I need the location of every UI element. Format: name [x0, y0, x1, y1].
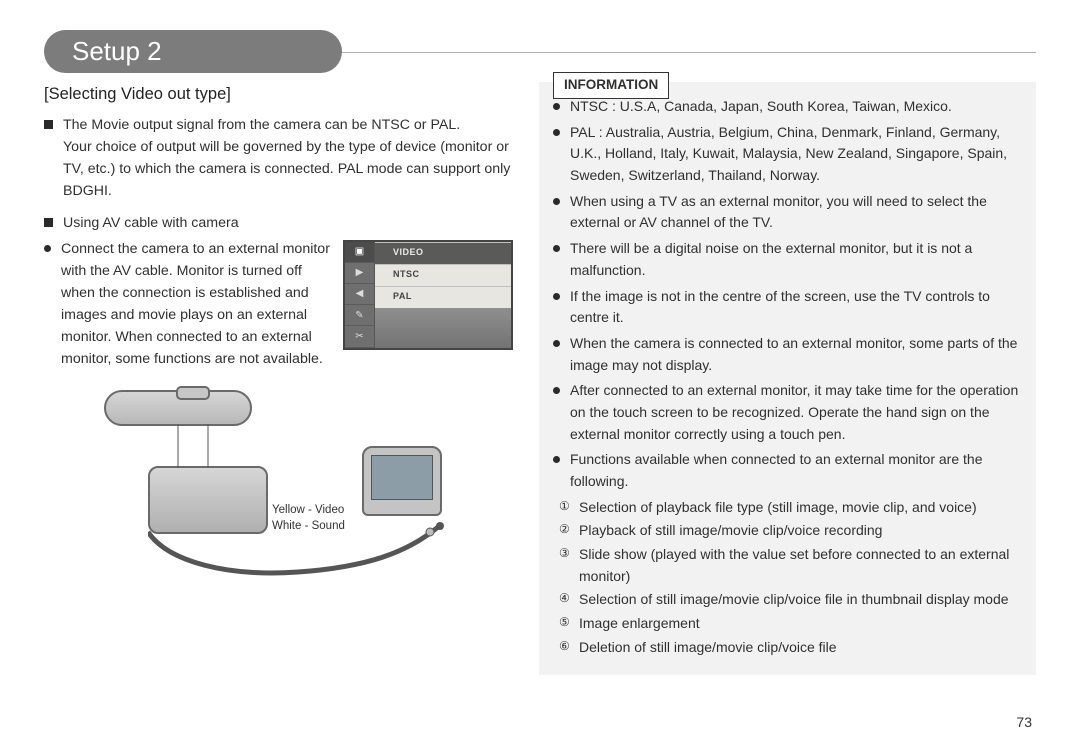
tab-icon: ◀ [345, 284, 374, 305]
text: If the image is not in the centre of the… [570, 286, 1022, 329]
bullet-icon [44, 245, 51, 252]
text: Selection of still image/movie clip/voic… [579, 589, 1009, 611]
circled-num-icon: ③ [559, 544, 575, 587]
dot-item: If the image is not in the centre of the… [553, 286, 1022, 329]
tv-icon [362, 446, 442, 516]
text: Connect the camera to an external monito… [61, 238, 333, 370]
menu-row: PAL [375, 286, 511, 308]
circled-num-icon: ④ [559, 589, 575, 611]
information-box: INFORMATION NTSC : U.S.A, Canada, Japan,… [539, 82, 1036, 675]
tab-icon: ✂ [345, 326, 374, 347]
text: There will be a digital noise on the ext… [570, 238, 1022, 281]
dot-item: Connect the camera to an external monito… [44, 238, 333, 370]
bullet-icon [553, 129, 560, 136]
diagram-legend: Yellow - Video White - Sound [272, 502, 345, 534]
dot-item: Functions available when connected to an… [553, 449, 1022, 492]
bullet-icon [553, 198, 560, 205]
text: Slide show (played with the value set be… [579, 544, 1022, 587]
text: After connected to an external monitor, … [570, 380, 1022, 445]
text: Deletion of still image/movie clip/voice… [579, 637, 837, 659]
square-bullet-icon [44, 120, 53, 129]
text: When using a TV as an external monitor, … [570, 191, 1022, 234]
text: PAL : Australia, Austria, Belgium, China… [570, 122, 1022, 187]
tv-screen [371, 455, 433, 500]
bullet-icon [553, 340, 560, 347]
bullet-icon [553, 245, 560, 252]
menu-screenshot: ▣ ▶ ◀ ✎ ✂ VIDEO NTSC PAL [343, 240, 513, 350]
bullet-icon [553, 456, 560, 463]
text: When the camera is connected to an exter… [570, 333, 1022, 376]
num-item: ①Selection of playback file type (still … [553, 497, 1022, 519]
circled-num-icon: ① [559, 497, 575, 519]
text: Playback of still image/movie clip/voice… [579, 520, 882, 542]
bullet-icon [553, 293, 560, 300]
text: NTSC : U.S.A, Canada, Japan, South Korea… [570, 96, 952, 118]
square-item: Using AV cable with camera [44, 212, 513, 234]
bullet-icon [553, 387, 560, 394]
square-bullet-icon [44, 218, 53, 227]
columns: [Selecting Video out type] The Movie out… [44, 82, 1036, 675]
left-column: [Selecting Video out type] The Movie out… [44, 82, 513, 675]
menu-row-empty [375, 308, 511, 348]
num-item: ③Slide show (played with the value set b… [553, 544, 1022, 587]
dot-item: There will be a digital noise on the ext… [553, 238, 1022, 281]
information-heading: INFORMATION [553, 72, 669, 99]
circled-num-icon: ⑤ [559, 613, 575, 635]
num-item: ⑥Deletion of still image/movie clip/voic… [553, 637, 1022, 659]
connection-diagram: Yellow - Video White - Sound [44, 382, 513, 602]
info-content: NTSC : U.S.A, Canada, Japan, South Korea… [553, 82, 1022, 659]
av-block: ▣ ▶ ◀ ✎ ✂ VIDEO NTSC PAL Connect the cam… [44, 238, 513, 374]
text: Selection of playback file type (still i… [579, 497, 977, 519]
menu-row-header: VIDEO [375, 242, 511, 264]
camera-top-icon [104, 390, 252, 426]
bullet-icon [553, 103, 560, 110]
menu-row: NTSC [375, 264, 511, 286]
dot-item: After connected to an external monitor, … [553, 380, 1022, 445]
text: The Movie output signal from the camera … [63, 114, 513, 202]
dot-item: When using a TV as an external monitor, … [553, 191, 1022, 234]
page-number: 73 [1016, 714, 1032, 730]
tab-icon: ▣ [345, 242, 374, 263]
legend-line: White - Sound [272, 518, 345, 534]
circled-num-icon: ② [559, 520, 575, 542]
circled-num-icon: ⑥ [559, 637, 575, 659]
text: Image enlargement [579, 613, 700, 635]
page-title: Setup 2 [44, 30, 342, 73]
dot-item: PAL : Australia, Austria, Belgium, China… [553, 122, 1022, 187]
num-item: ④Selection of still image/movie clip/voi… [553, 589, 1022, 611]
page-title-tab: Setup 2 [44, 30, 1036, 74]
dot-item: When the camera is connected to an exter… [553, 333, 1022, 376]
tab-icon: ▶ [345, 263, 374, 284]
num-item: ⑤Image enlargement [553, 613, 1022, 635]
text: Functions available when connected to an… [570, 449, 1022, 492]
menu-rows: VIDEO NTSC PAL [375, 242, 511, 348]
tab-icon: ✎ [345, 305, 374, 326]
legend-line: Yellow - Video [272, 502, 345, 518]
section-heading: [Selecting Video out type] [44, 82, 513, 108]
num-item: ②Playback of still image/movie clip/voic… [553, 520, 1022, 542]
menu-tabs: ▣ ▶ ◀ ✎ ✂ [345, 242, 375, 348]
dot-item: NTSC : U.S.A, Canada, Japan, South Korea… [553, 96, 1022, 118]
connector-lines-icon [174, 424, 214, 470]
square-item: The Movie output signal from the camera … [44, 114, 513, 202]
text: Using AV cable with camera [63, 212, 239, 234]
